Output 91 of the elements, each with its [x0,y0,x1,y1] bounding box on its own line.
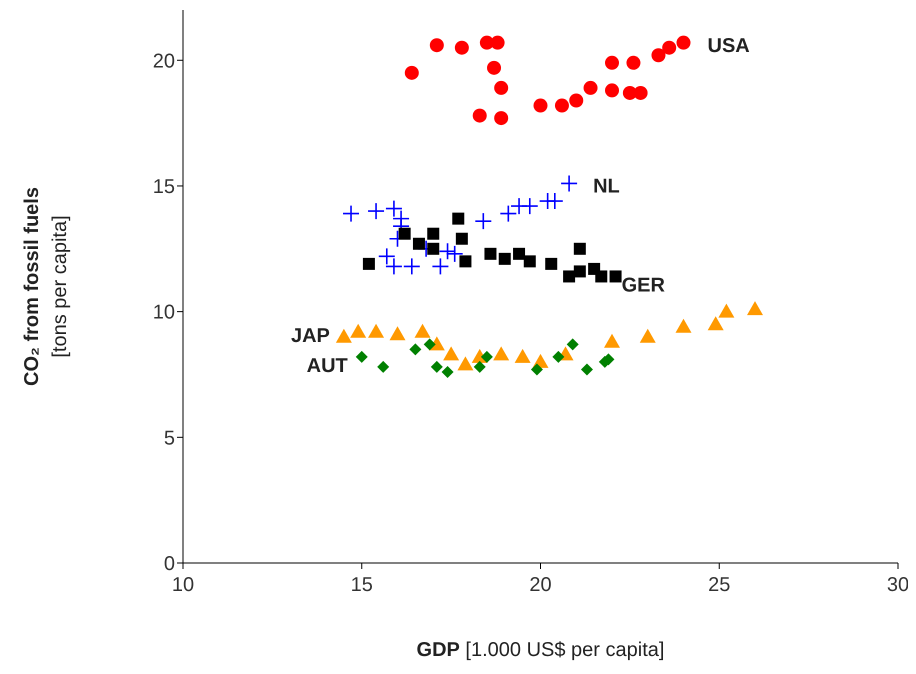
point [498,252,511,265]
point [563,270,576,282]
point [409,343,422,356]
point [605,83,619,98]
x-tick-label: 15 [350,574,373,596]
point [403,258,421,276]
point [459,255,472,268]
point [390,326,406,340]
point [552,350,564,363]
y-tick-label: 0 [164,553,175,576]
point [432,258,450,276]
point [336,328,352,343]
y-tick-label: 5 [164,427,175,450]
point [472,108,487,123]
point [427,228,440,240]
point [520,197,539,215]
point [584,80,598,95]
point [640,328,656,343]
point [367,202,385,220]
point [545,258,558,270]
point [414,324,431,338]
point [474,212,492,230]
point [500,204,518,222]
series-label: AUT [306,355,348,378]
point [493,346,510,360]
point [651,48,666,62]
point [490,36,505,50]
series-label: NL [593,176,620,198]
point [454,40,469,55]
point [424,338,436,350]
point [595,270,608,282]
point [747,301,763,316]
point [605,56,619,70]
series-label: USA [708,34,750,57]
point [457,356,474,370]
point [452,212,464,225]
point [480,350,493,363]
y-tick-label: 15 [152,176,175,198]
point [662,40,676,55]
point [530,363,543,376]
point [474,360,486,373]
point [404,66,419,80]
point [398,228,411,240]
point [430,360,443,373]
point [356,350,368,363]
point [574,265,586,278]
point [546,192,564,210]
point [368,324,384,338]
point [430,38,444,52]
x-axis-title: GDP [1.000 US$ per capita] [416,639,664,661]
point [456,232,468,245]
point [676,36,690,50]
point [534,98,548,113]
point [362,258,375,270]
point [377,360,390,373]
point [574,242,586,255]
series-label: GER [622,274,666,297]
point [494,111,508,126]
point [626,56,640,70]
point [708,316,724,330]
point [566,338,579,350]
point [412,238,425,250]
point [580,363,593,376]
point [634,86,648,100]
y-axis-title: CO₂ from fossil fuels [tons per capita] [21,187,71,386]
point [442,366,454,378]
point [560,174,578,192]
point [676,318,692,333]
point [427,242,440,255]
y-tick-label: 10 [152,302,175,324]
y-tick-label: 20 [152,50,175,72]
point [443,346,460,360]
x-tick-label: 20 [529,574,552,596]
point [604,334,620,348]
point [569,93,584,108]
point [484,248,496,260]
point [514,348,531,363]
point [554,98,569,113]
point [718,304,734,318]
point [610,270,622,282]
point [494,80,508,95]
x-tick-label: 30 [886,574,910,596]
point [513,248,526,260]
series-label: JAP [290,325,330,348]
point [524,255,536,268]
point [342,204,360,222]
point [446,245,464,263]
point [350,324,366,338]
point [487,60,502,75]
point [438,242,456,260]
x-tick-label: 25 [708,574,730,596]
